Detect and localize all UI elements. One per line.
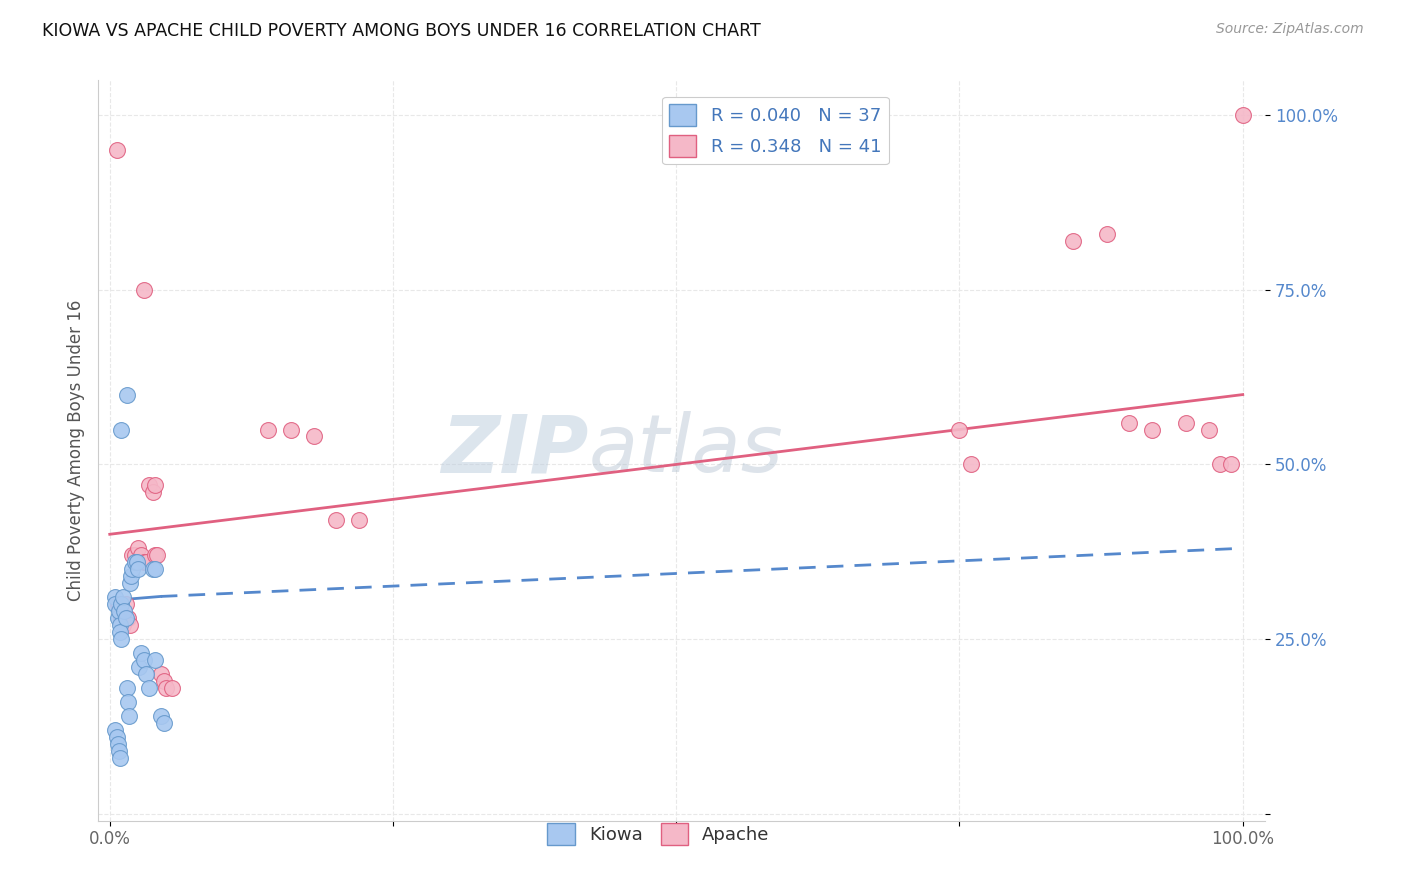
Point xyxy=(347,513,370,527)
Point xyxy=(120,576,142,591)
Point xyxy=(121,562,143,576)
Point xyxy=(105,730,128,744)
Point xyxy=(110,597,132,611)
Point xyxy=(108,618,131,632)
Point xyxy=(115,387,138,401)
Point xyxy=(1062,234,1084,248)
Point xyxy=(1140,423,1163,437)
Point xyxy=(105,143,128,157)
Point xyxy=(112,590,135,604)
Point xyxy=(127,562,149,576)
Point xyxy=(143,478,166,492)
Point xyxy=(959,458,981,472)
Point xyxy=(160,681,183,695)
Point xyxy=(142,562,165,576)
Point xyxy=(115,681,138,695)
Point xyxy=(131,646,153,660)
Point xyxy=(104,597,127,611)
Point xyxy=(131,548,153,562)
Point xyxy=(132,653,155,667)
Text: atlas: atlas xyxy=(589,411,783,490)
Point xyxy=(120,569,142,583)
Legend: Kiowa, Apache: Kiowa, Apache xyxy=(540,816,778,853)
Point xyxy=(127,541,149,556)
Point xyxy=(257,423,280,437)
Point xyxy=(108,597,131,611)
Point xyxy=(107,737,129,751)
Point xyxy=(1118,416,1140,430)
Point xyxy=(132,555,155,569)
Point xyxy=(108,604,131,618)
Point xyxy=(155,681,177,695)
Point xyxy=(107,611,129,625)
Point xyxy=(124,548,146,562)
Point xyxy=(153,715,176,730)
Point xyxy=(143,562,166,576)
Point xyxy=(121,548,143,562)
Point xyxy=(1209,458,1232,472)
Point xyxy=(108,625,131,640)
Point xyxy=(108,744,131,758)
Point xyxy=(114,604,136,618)
Point xyxy=(110,611,132,625)
Point xyxy=(112,618,135,632)
Point xyxy=(325,513,347,527)
Point xyxy=(143,548,166,562)
Point xyxy=(1095,227,1118,241)
Point xyxy=(138,478,160,492)
Point xyxy=(280,423,302,437)
Point xyxy=(107,597,129,611)
Point xyxy=(948,423,970,437)
Point xyxy=(302,429,325,443)
Point xyxy=(125,555,148,569)
Point xyxy=(108,604,131,618)
Text: KIOWA VS APACHE CHILD POVERTY AMONG BOYS UNDER 16 CORRELATION CHART: KIOWA VS APACHE CHILD POVERTY AMONG BOYS… xyxy=(42,22,761,40)
Point xyxy=(1198,423,1220,437)
Point xyxy=(143,653,166,667)
Point xyxy=(120,618,142,632)
Point xyxy=(149,667,172,681)
Point xyxy=(1220,458,1243,472)
Text: Source: ZipAtlas.com: Source: ZipAtlas.com xyxy=(1216,22,1364,37)
Point xyxy=(114,611,136,625)
Point xyxy=(135,667,157,681)
Point xyxy=(114,597,136,611)
Point xyxy=(142,485,165,500)
Point xyxy=(1175,416,1198,430)
Point xyxy=(138,681,160,695)
Point xyxy=(110,632,132,646)
Point xyxy=(104,723,127,737)
Point xyxy=(124,555,146,569)
Y-axis label: Child Poverty Among Boys Under 16: Child Poverty Among Boys Under 16 xyxy=(66,300,84,601)
Point xyxy=(118,709,141,723)
Point xyxy=(128,660,150,674)
Point xyxy=(132,283,155,297)
Point xyxy=(104,590,127,604)
Point xyxy=(117,695,139,709)
Point xyxy=(1232,108,1254,122)
Point xyxy=(108,751,131,765)
Point xyxy=(117,611,139,625)
Point xyxy=(110,423,132,437)
Point xyxy=(149,709,172,723)
Text: ZIP: ZIP xyxy=(441,411,589,490)
Point xyxy=(135,555,157,569)
Point xyxy=(153,673,176,688)
Point xyxy=(146,548,169,562)
